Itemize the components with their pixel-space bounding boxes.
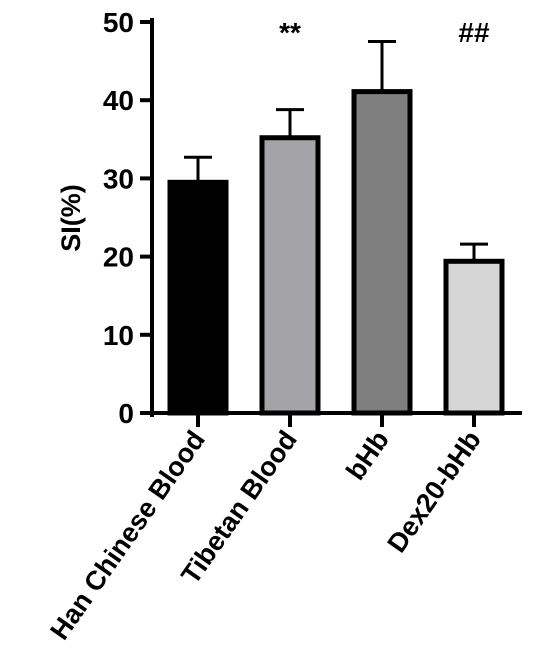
x-tick-label: Han Chinese Blood [44,425,211,645]
significance-marker: ## [458,17,490,48]
y-tick-label: 30 [103,163,134,194]
y-tick-label: 40 [103,85,134,116]
y-tick-label: 10 [103,320,134,351]
y-axis-label: SI(%) [56,184,86,252]
y-tick-label: 20 [103,242,134,273]
significance-marker: ** [279,17,301,48]
y-tick-label: 50 [103,7,134,38]
bar [351,89,413,416]
x-tick-label: bHb [340,425,395,485]
bars [167,40,505,416]
y-tick-label: 0 [118,398,134,429]
x-tick-label: Dex20-bHb [381,425,486,558]
bar [167,179,229,416]
bar [259,135,321,416]
bar [443,258,505,416]
